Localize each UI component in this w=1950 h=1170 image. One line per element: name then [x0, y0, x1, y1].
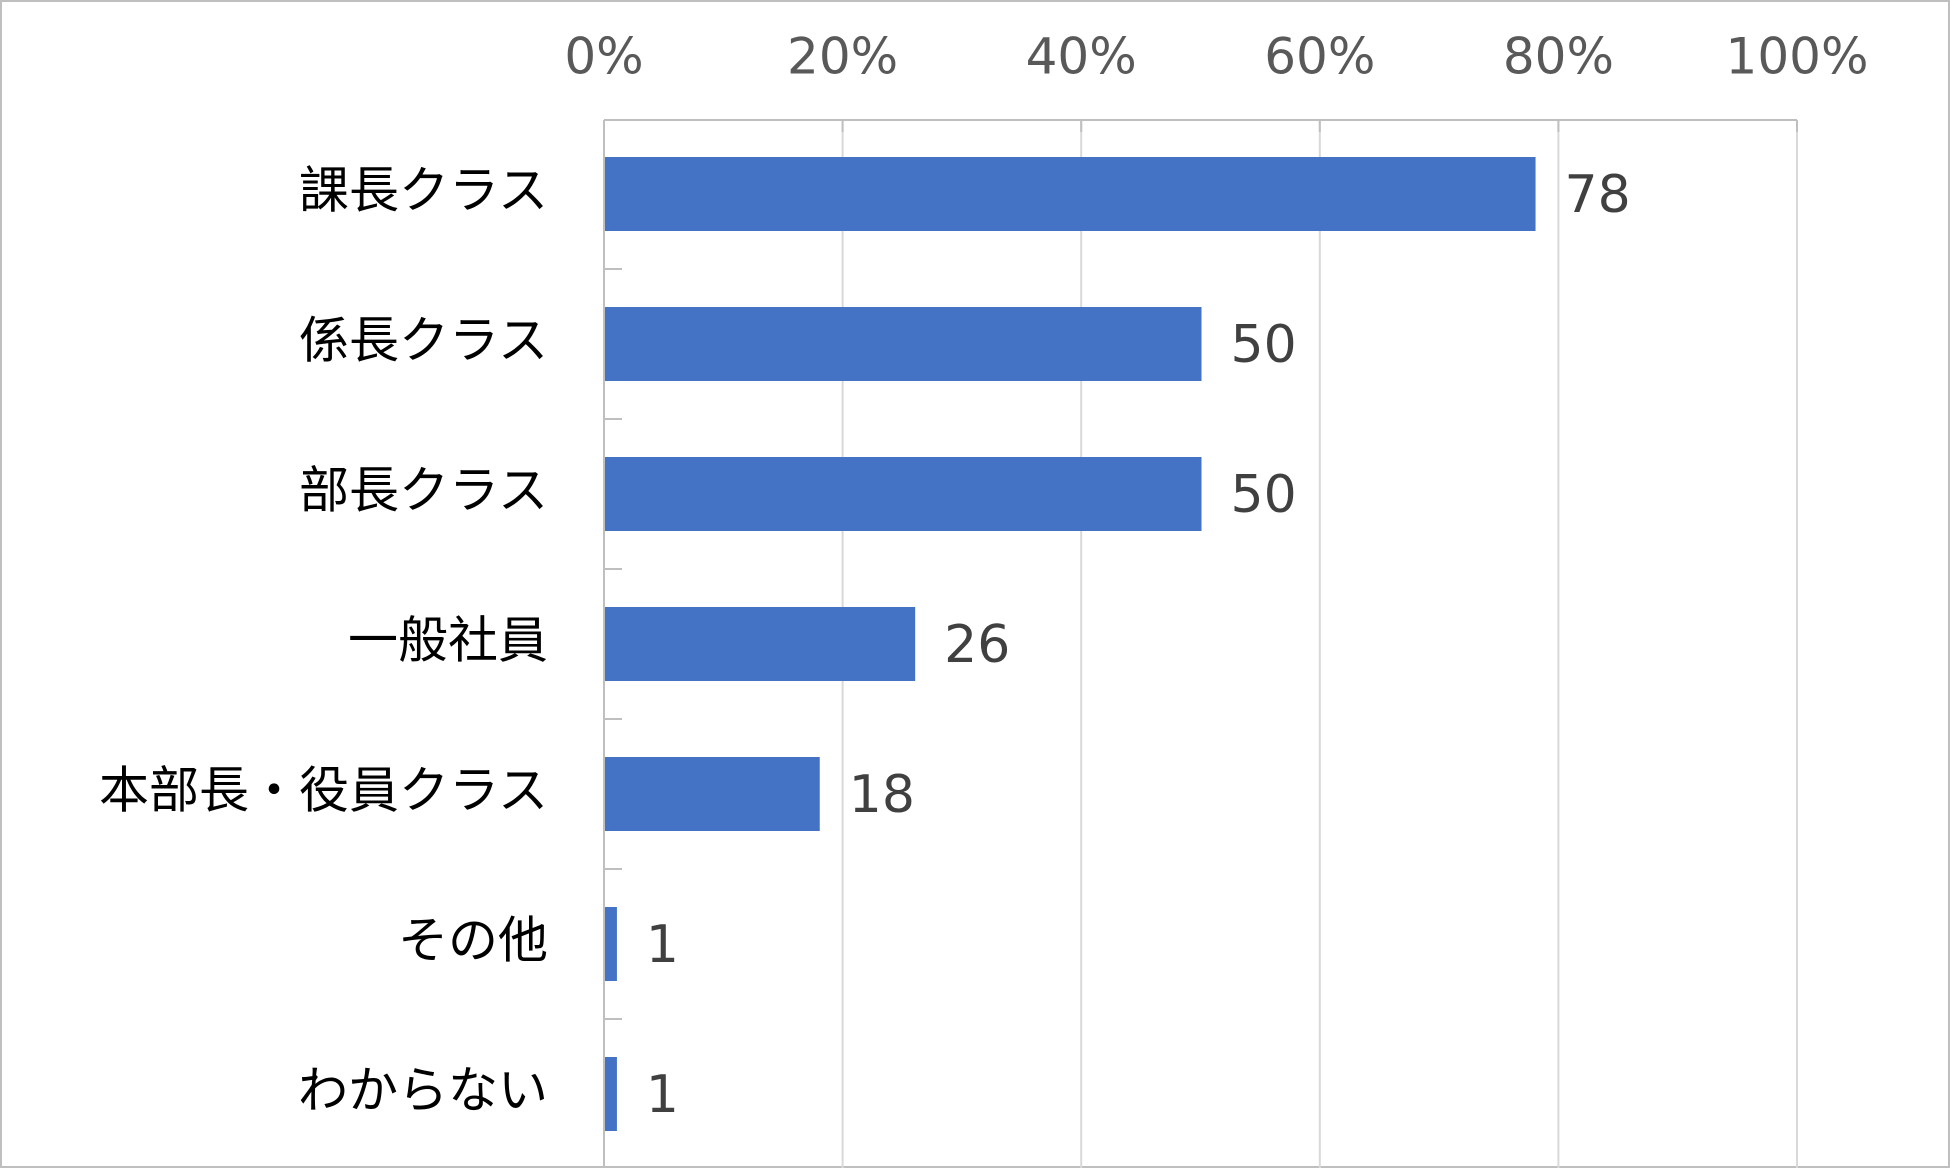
x-tick-label: 100%	[1726, 28, 1869, 86]
data-label: 1	[646, 1065, 679, 1125]
category-label: その他	[398, 912, 548, 970]
data-labels: 78 50 50 26 18 1 1	[646, 165, 1631, 1125]
x-tick-label: 0%	[564, 28, 643, 86]
x-tick-label: 40%	[1026, 28, 1137, 86]
category-label: 部長クラス	[299, 462, 548, 520]
bar-2	[605, 457, 1202, 531]
bar-1	[605, 307, 1202, 381]
bar-0	[605, 157, 1536, 231]
data-label: 26	[944, 615, 1010, 675]
bars	[605, 157, 1536, 1131]
axes	[603, 119, 1798, 1168]
bar-3	[605, 607, 916, 681]
data-label: 78	[1565, 165, 1631, 225]
data-label: 50	[1231, 315, 1297, 375]
data-label: 18	[849, 765, 915, 825]
category-label: 課長クラス	[299, 162, 548, 220]
category-label: 係長クラス	[299, 312, 548, 370]
bar-4	[605, 757, 820, 831]
bar-5	[605, 907, 617, 981]
category-label: わからない	[298, 1062, 548, 1120]
x-axis-tick-labels: 0% 20% 40% 60% 80% 100%	[564, 28, 1868, 86]
x-tick-label: 80%	[1503, 28, 1614, 86]
x-tick-label: 20%	[787, 28, 898, 86]
data-label: 50	[1231, 465, 1297, 525]
gridlines	[841, 120, 1798, 1168]
category-label: 一般社員	[348, 612, 548, 670]
data-label: 1	[646, 915, 679, 975]
bar-6	[605, 1057, 617, 1131]
x-tick-label: 60%	[1264, 28, 1375, 86]
category-label: 本部長・役員クラス	[99, 762, 548, 820]
